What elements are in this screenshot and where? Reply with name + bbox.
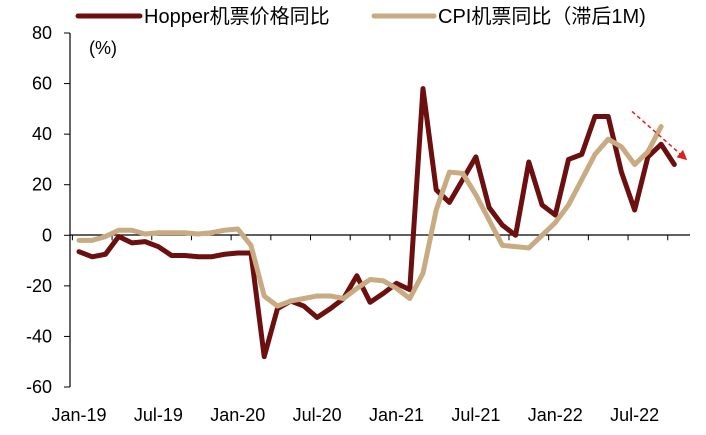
series-layer bbox=[76, 86, 677, 360]
y-tick-label: -40 bbox=[26, 326, 52, 346]
x-tick-label: Jul-21 bbox=[451, 405, 500, 425]
x-tick-label: Jul-22 bbox=[610, 405, 659, 425]
legend: Hopper机票价格同比 CPI机票同比（滞后1M) bbox=[75, 5, 646, 28]
y-tick-label: -60 bbox=[26, 377, 52, 397]
y-axis-ticks: 80 60 40 20 0 -20 -40 -60 bbox=[26, 23, 70, 397]
y-tick-label: -20 bbox=[26, 276, 52, 296]
series-line-hopper bbox=[76, 86, 677, 360]
legend-label-hopper: Hopper机票价格同比 bbox=[144, 5, 330, 28]
y-tick-label: 0 bbox=[42, 225, 52, 245]
x-tick-label: Jul-19 bbox=[134, 405, 183, 425]
x-axis-ticks: Jan-19 Jul-19 Jan-20 Jul-20 Jan-21 Jul-21 Jan-… bbox=[51, 235, 669, 425]
y-tick-label: 40 bbox=[32, 124, 52, 144]
x-tick-label: Jul-20 bbox=[293, 405, 342, 425]
y-unit-label: (%) bbox=[89, 38, 117, 58]
x-tick-label: Jan-22 bbox=[528, 405, 583, 425]
y-tick-label: 20 bbox=[32, 175, 52, 195]
y-tick-label: 80 bbox=[32, 23, 52, 43]
x-tick-label: Jan-19 bbox=[51, 405, 106, 425]
x-tick-label: Jan-20 bbox=[210, 405, 265, 425]
legend-label-cpi: CPI机票同比（滞后1M) bbox=[438, 5, 646, 28]
y-tick-label: 60 bbox=[32, 74, 52, 94]
trend-arrow bbox=[631, 110, 688, 161]
x-tick-label: Jan-21 bbox=[369, 405, 424, 425]
series-line-cpi bbox=[76, 124, 664, 309]
annotation-layer bbox=[631, 110, 688, 161]
